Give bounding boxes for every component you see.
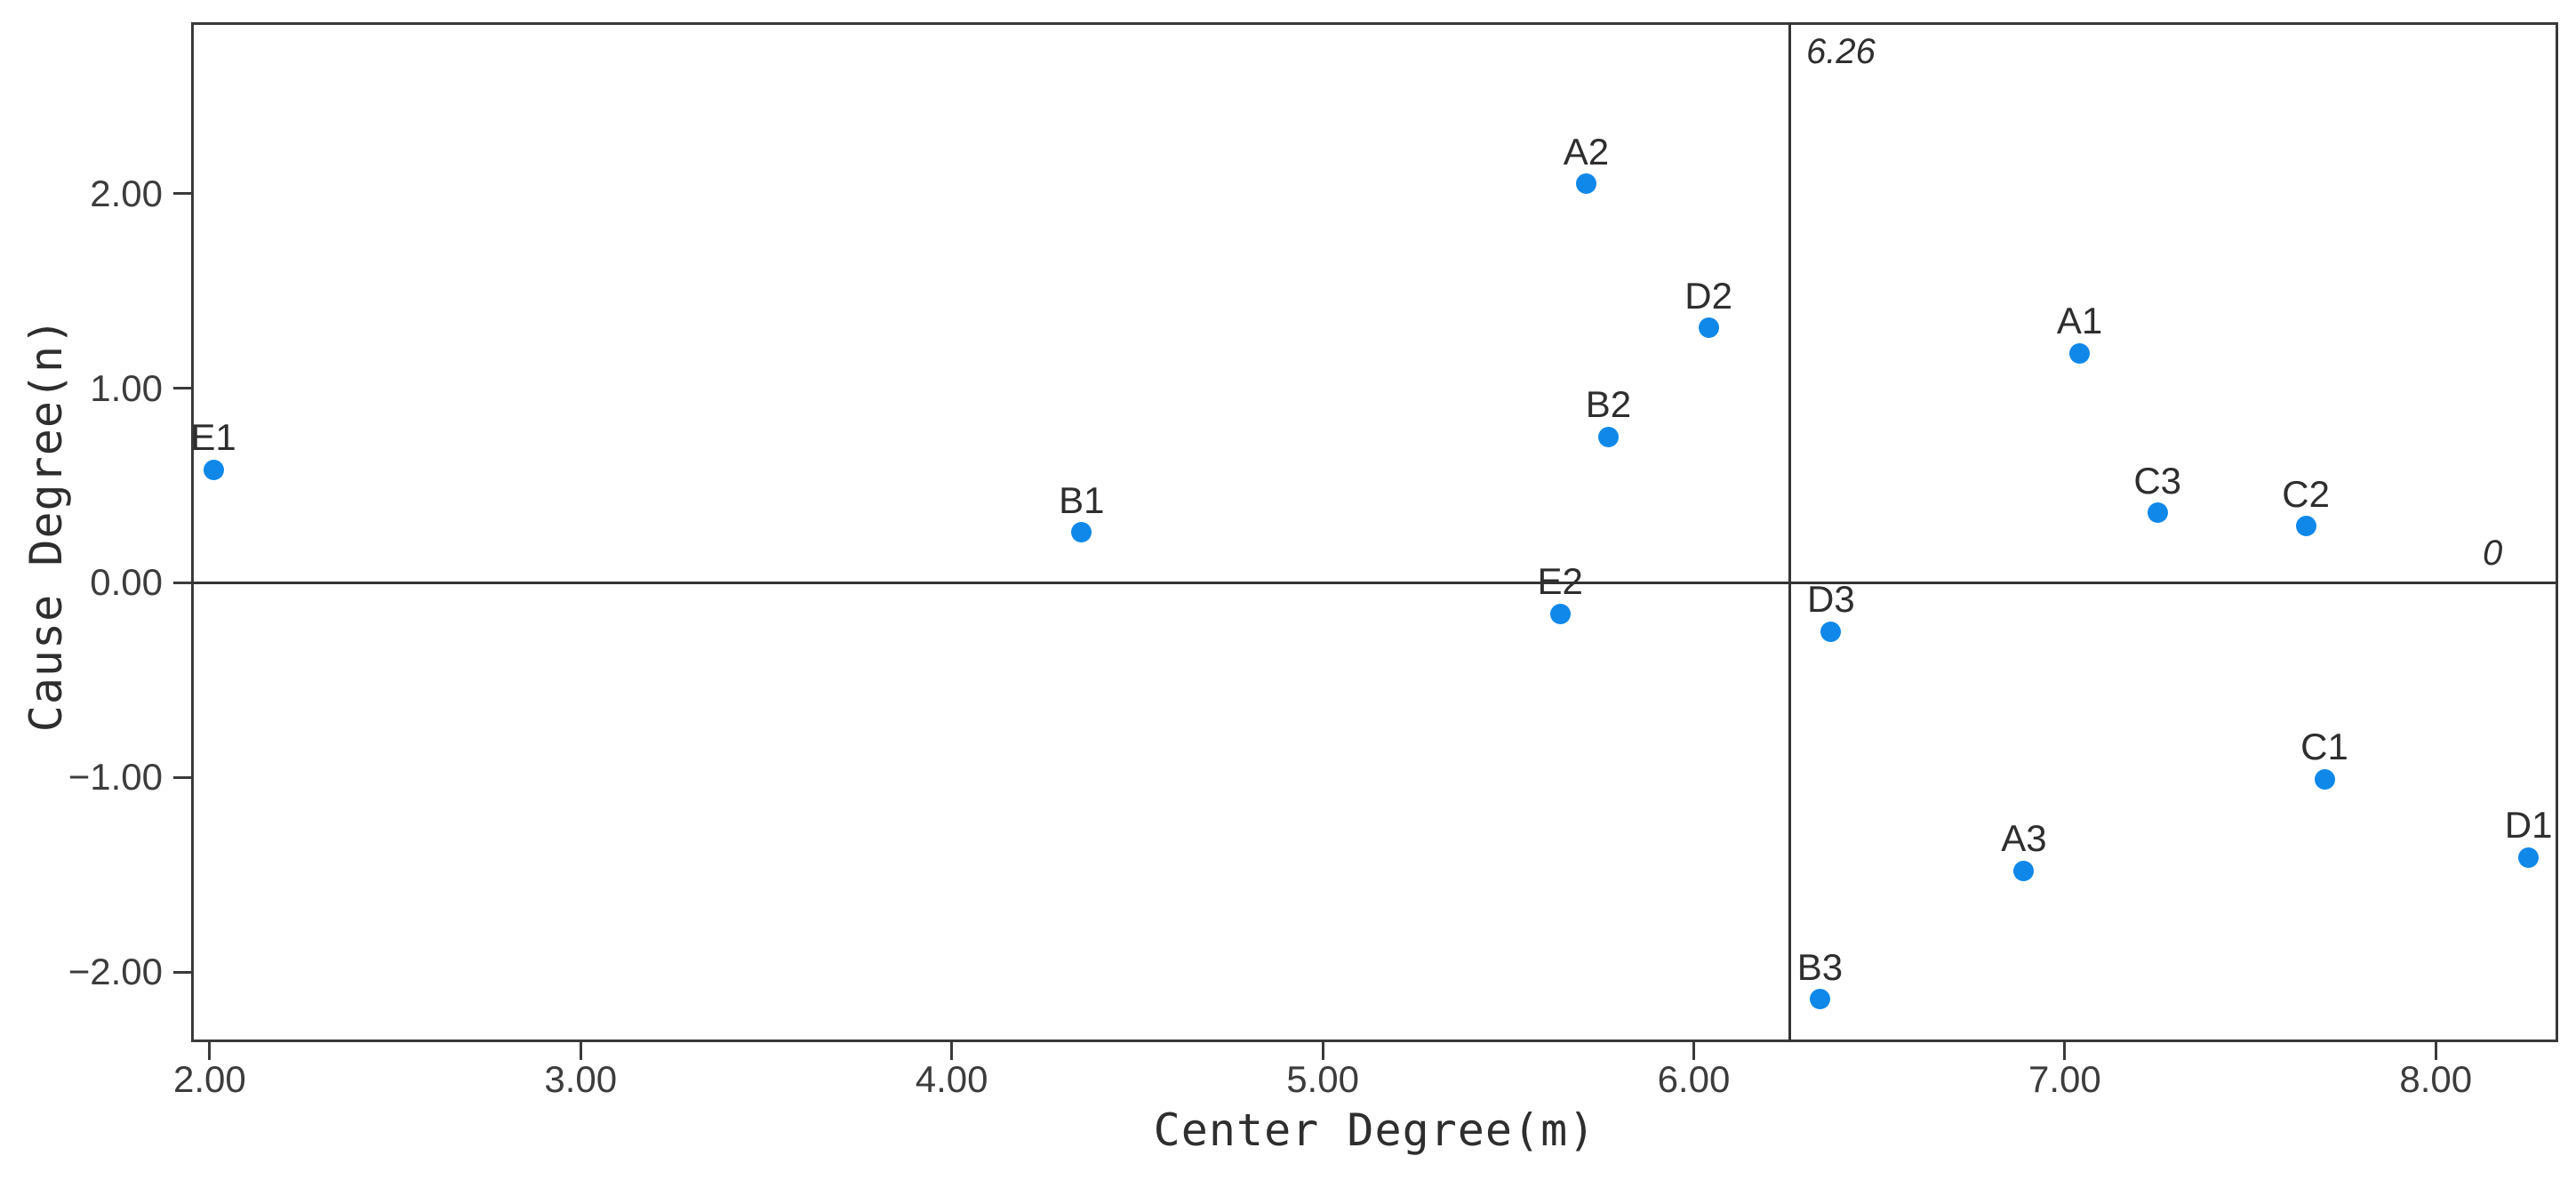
- data-point-dot: [1809, 989, 1830, 1010]
- data-point-label: B2: [1585, 383, 1632, 426]
- x-axis-tick: [950, 1042, 954, 1060]
- reference-line-horizontal-label: 0: [2483, 534, 2503, 574]
- data-point-dot: [2013, 860, 2035, 881]
- y-axis-tick: [173, 775, 191, 779]
- y-axis-tick: [173, 970, 191, 974]
- data-point-label: E2: [1537, 560, 1583, 603]
- data-point-label: A1: [2056, 300, 2103, 342]
- data-point-label: D1: [2504, 804, 2553, 847]
- data-point-dot: [1597, 426, 1619, 447]
- reference-line-horizontal: [191, 581, 2558, 584]
- data-point-dot: [2314, 768, 2335, 790]
- x-axis-tick: [579, 1042, 582, 1060]
- x-axis-tick-label: 2.00: [172, 1058, 246, 1100]
- data-point-label: C3: [2133, 459, 2182, 502]
- x-axis-tick-label: 4.00: [915, 1058, 988, 1100]
- data-point-dot: [2295, 516, 2316, 537]
- data-point-dot: [1575, 173, 1596, 195]
- data-point-label: B1: [1059, 478, 1105, 521]
- data-point-dot: [2147, 502, 2168, 524]
- data-point-label: D2: [1684, 274, 1732, 317]
- data-point-dot: [2518, 847, 2540, 868]
- y-axis-tick: [173, 192, 191, 196]
- data-point-label: E1: [190, 416, 236, 459]
- data-point-dot: [1698, 317, 1719, 339]
- y-axis-tick: [173, 387, 191, 390]
- data-point-label: C1: [2300, 726, 2348, 768]
- data-point-label: B3: [1796, 945, 1844, 988]
- reference-line-vertical: [1788, 22, 1792, 1042]
- y-axis-tick-label: 2.00: [90, 172, 163, 214]
- x-axis-tick-label: 8.00: [2399, 1058, 2473, 1100]
- x-axis-tick-label: 5.00: [1286, 1058, 1359, 1100]
- x-axis-title: Center Degree(m): [1153, 1104, 1596, 1156]
- plot-area: [191, 22, 2558, 1042]
- data-point-dot: [203, 459, 224, 480]
- reference-line-vertical-label: 6.26: [1805, 32, 1876, 71]
- x-axis-tick: [2434, 1042, 2437, 1060]
- x-axis-tick-label: 3.00: [544, 1058, 618, 1100]
- y-axis-tick-label: 0.00: [90, 561, 163, 604]
- x-axis-tick: [208, 1042, 212, 1060]
- y-axis-tick-label: −2.00: [68, 951, 163, 993]
- data-point-label: A3: [2001, 817, 2047, 860]
- y-axis-tick-label: 1.00: [90, 366, 163, 409]
- data-point-label: C2: [2282, 472, 2330, 515]
- y-axis-tick-label: −1.00: [68, 756, 163, 799]
- data-point-label: D3: [1807, 578, 1855, 621]
- data-point-dot: [1820, 621, 1842, 642]
- y-axis-tick: [173, 581, 191, 584]
- x-axis-tick-label: 7.00: [2028, 1058, 2101, 1100]
- data-point-dot: [2069, 342, 2091, 364]
- x-axis-tick: [1321, 1042, 1324, 1060]
- data-point-label: A2: [1563, 130, 1610, 173]
- x-axis-tick: [2063, 1042, 2067, 1060]
- data-point-dot: [1071, 522, 1092, 542]
- data-point-dot: [1549, 603, 1571, 624]
- x-axis-tick: [1692, 1042, 1695, 1060]
- x-axis-tick-label: 6.00: [1657, 1058, 1731, 1100]
